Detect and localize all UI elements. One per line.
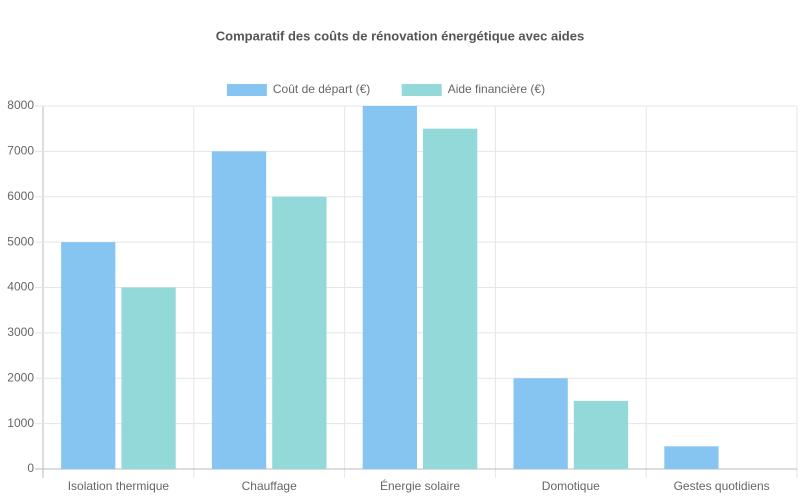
bar [573, 400, 629, 469]
bar [211, 151, 267, 469]
y-tick-label: 1000 [7, 416, 34, 430]
legend-swatch [401, 84, 442, 96]
y-tick-label: 0 [27, 461, 34, 475]
legend-label: Coût de départ (€) [273, 82, 370, 96]
bar [121, 287, 176, 469]
bar [362, 106, 417, 469]
y-tick-label: 4000 [7, 280, 34, 294]
bar [513, 378, 568, 469]
y-tick-label: 6000 [7, 189, 34, 203]
y-tick-label: 3000 [7, 325, 34, 339]
x-tick-label: Gestes quotidiens [674, 479, 770, 493]
chart-title: Comparatif des coûts de rénovation énerg… [216, 28, 584, 43]
bar [423, 128, 478, 469]
legend-label: Aide financière (€) [448, 82, 545, 96]
x-tick-label: Isolation thermique [68, 479, 170, 493]
x-tick-label: Énergie solaire [380, 478, 460, 493]
y-tick-label: 7000 [7, 144, 34, 158]
y-tick-label: 8000 [7, 98, 34, 112]
bar [272, 196, 327, 469]
legend-swatch [226, 84, 267, 96]
x-tick-label: Domotique [542, 479, 600, 493]
bar [61, 242, 116, 469]
x-tick-label: Chauffage [242, 479, 297, 493]
y-tick-label: 2000 [7, 370, 34, 384]
y-tick-label: 5000 [7, 234, 34, 248]
bar [664, 446, 719, 469]
